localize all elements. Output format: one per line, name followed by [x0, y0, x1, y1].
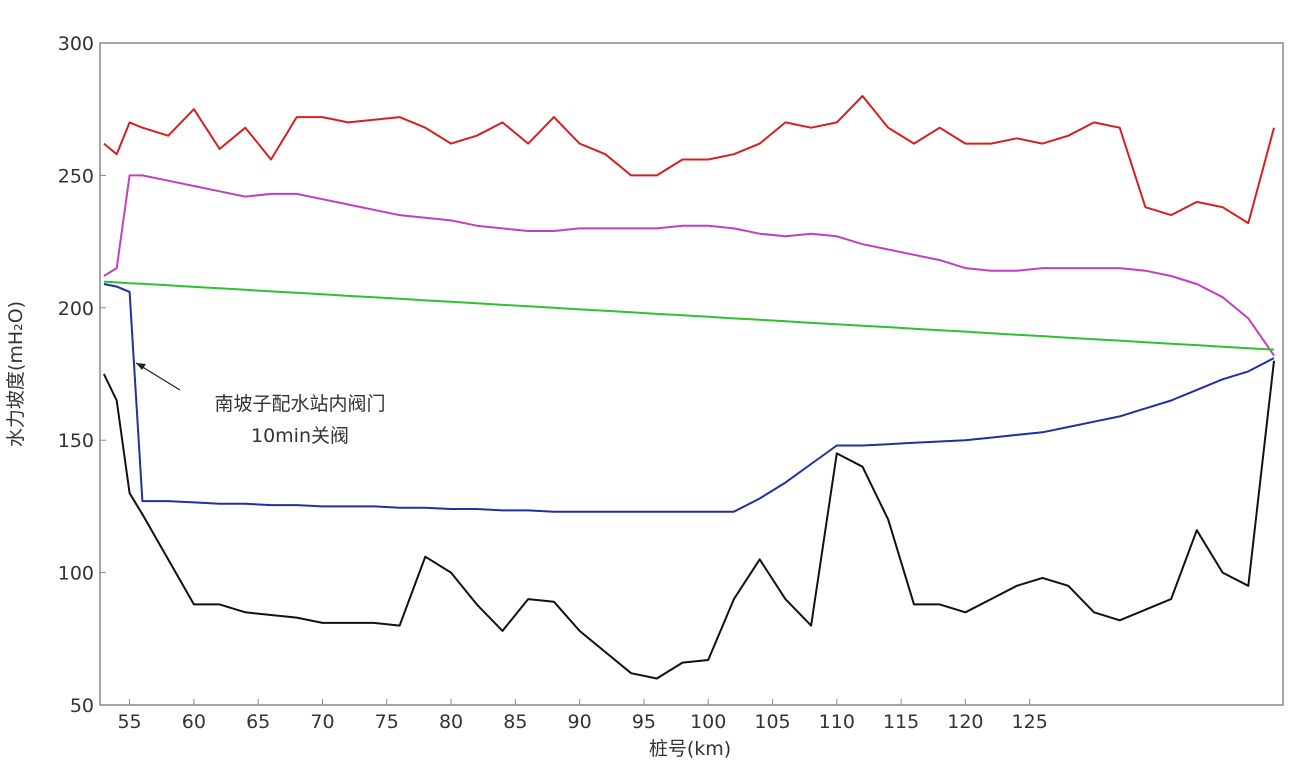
plot-frame [99, 42, 1284, 706]
annotation: 10min关阀 [251, 425, 349, 447]
y-axis-label: 水力坡度(mH₂O) [5, 301, 27, 447]
x-tick-label: 90 [568, 711, 592, 733]
y-tick-label: 200 [58, 298, 94, 320]
x-tick-label: 75 [375, 711, 399, 733]
x-axis-label: 桩号(km) [649, 738, 731, 760]
x-tick-label: 120 [947, 711, 983, 733]
series-line [103, 95, 1275, 225]
x-tick-label: 110 [819, 711, 855, 733]
annotation: 南坡子配水站内阀门 [214, 393, 385, 415]
y-tick-label: 150 [58, 430, 94, 452]
x-tick-label: 95 [632, 711, 656, 733]
arrow-head [136, 363, 146, 370]
x-tick-label: 55 [117, 711, 141, 733]
series-line [103, 283, 1275, 513]
y-tick-label: 100 [58, 563, 94, 585]
series-line [103, 280, 1275, 351]
series-line [102, 360, 1275, 680]
x-tick-label: 80 [439, 711, 463, 733]
x-tick-label: 115 [883, 711, 919, 733]
x-tick-label: 65 [246, 711, 270, 733]
series-line [103, 174, 1275, 357]
x-tick-label: 100 [690, 711, 726, 733]
y-tick-label: 300 [58, 33, 94, 55]
x-tick-label: 70 [310, 711, 334, 733]
x-tick-label: 105 [754, 711, 790, 733]
x-tick-label: 85 [503, 711, 527, 733]
x-tick-label: 60 [182, 711, 206, 733]
x-tick-label: 125 [1012, 711, 1048, 733]
y-tick-label: 50 [70, 695, 94, 717]
y-tick-label: 250 [58, 165, 94, 187]
